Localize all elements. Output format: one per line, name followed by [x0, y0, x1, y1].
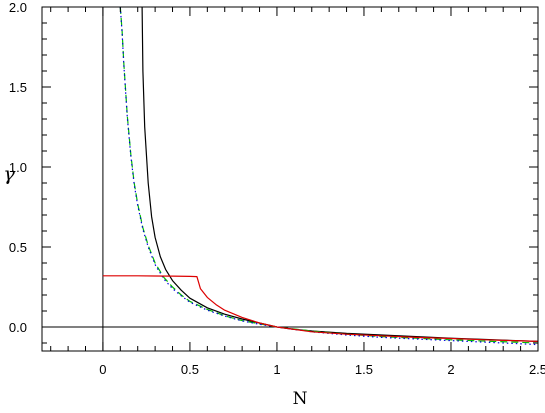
series-line-4: [102, 275, 538, 342]
x-tick-label: 2: [447, 362, 454, 377]
y-tick-label: 1.0: [9, 160, 27, 175]
x-axis-label: N: [293, 389, 308, 409]
plot-frame: [41, 6, 539, 352]
y-tick-label: 2.0: [9, 0, 27, 15]
axis-ticks: [42, 6, 539, 351]
y-tick-label: 0.5: [9, 240, 27, 255]
x-tick-label: 0.5: [181, 362, 199, 377]
x-tick-label: 1: [273, 362, 280, 377]
reference-lines: [42, 7, 538, 351]
series-line-1: [141, 7, 538, 342]
series-line-3: [119, 7, 538, 346]
x-tick-label: 1.5: [355, 362, 373, 377]
x-tick-label: 2.5: [529, 362, 545, 377]
y-axis-label: γ: [3, 163, 15, 185]
y-tick-label: 1.5: [9, 80, 27, 95]
x-tick-label: 0: [99, 362, 106, 377]
tick-labels: 0 0.5 1 1.5 2 2.5 0.0 0.5 1.0 1.5 2.0: [9, 0, 545, 377]
series-layer: [102, 7, 538, 346]
y-tick-label: 0.0: [9, 320, 27, 335]
